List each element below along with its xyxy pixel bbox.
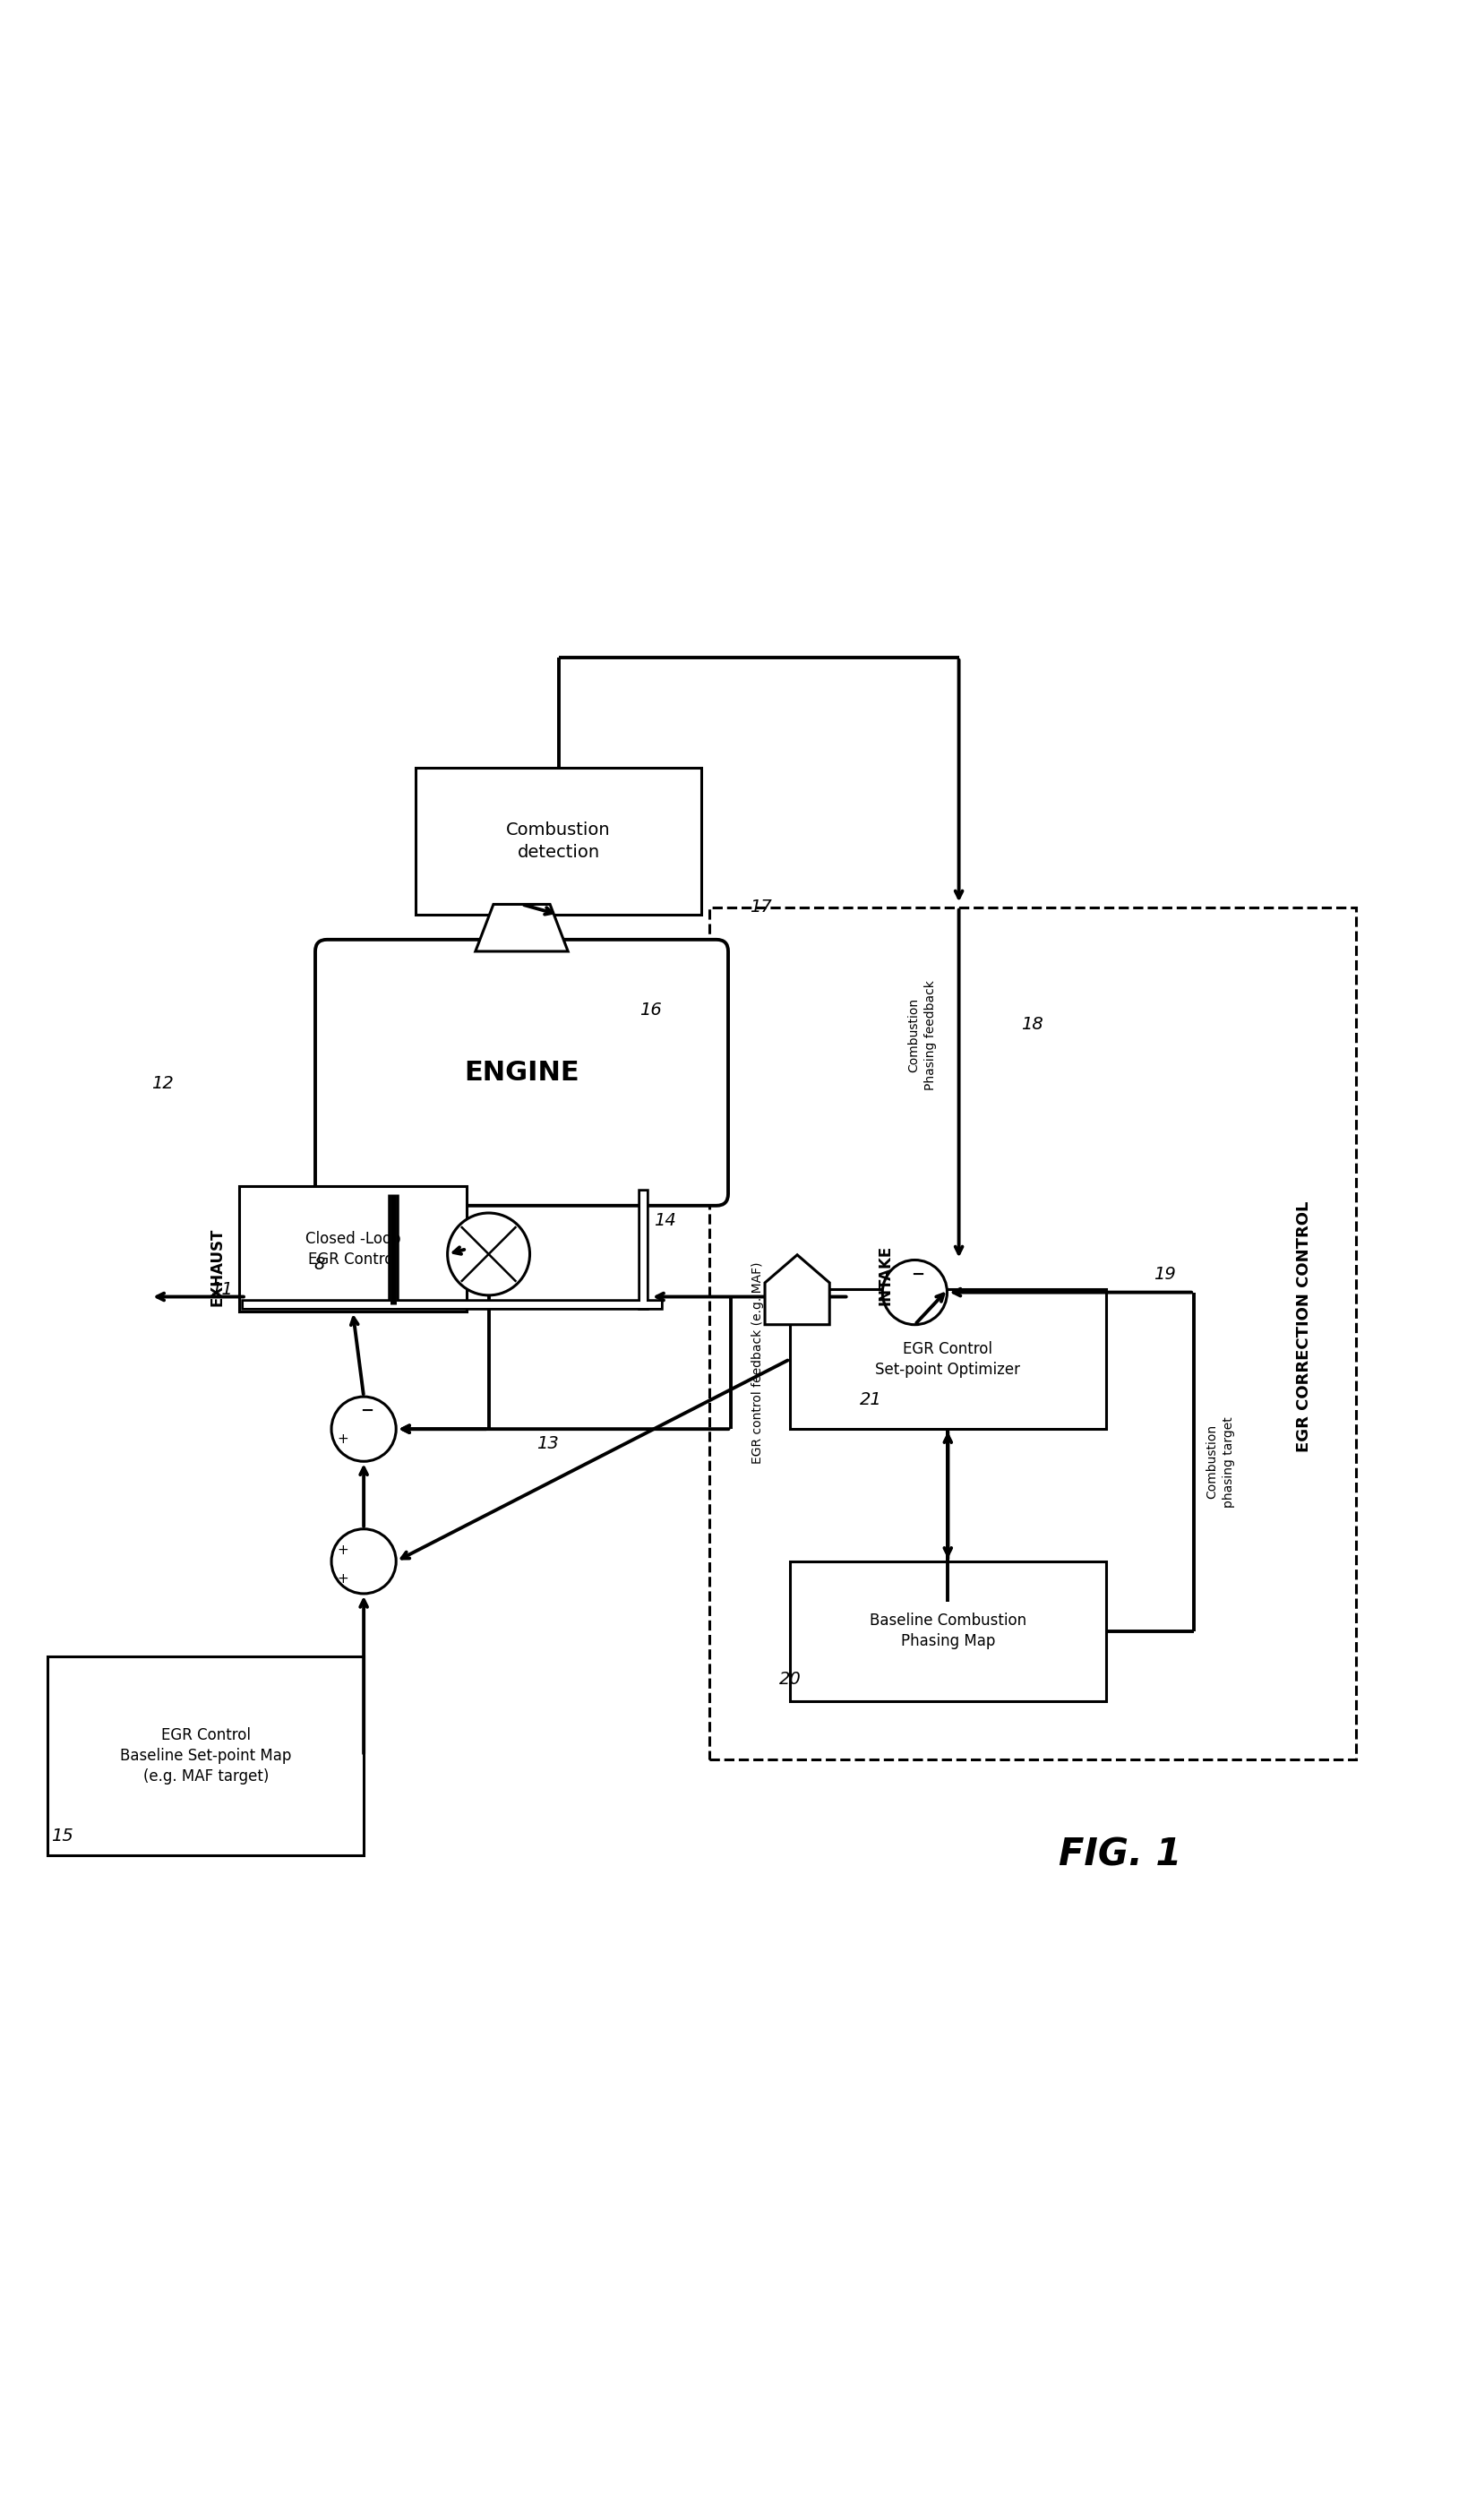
Text: 19: 19: [1153, 1265, 1175, 1283]
FancyBboxPatch shape: [790, 1290, 1106, 1429]
Text: 18: 18: [1020, 1016, 1042, 1033]
FancyBboxPatch shape: [790, 1562, 1106, 1701]
Text: −: −: [360, 1404, 373, 1419]
Text: 14: 14: [654, 1212, 676, 1230]
Text: 15: 15: [52, 1827, 74, 1845]
Text: EXHAUST: EXHAUST: [208, 1227, 224, 1305]
Text: INTAKE: INTAKE: [877, 1245, 893, 1305]
FancyBboxPatch shape: [415, 769, 701, 915]
Circle shape: [331, 1396, 396, 1462]
Circle shape: [331, 1530, 396, 1593]
Text: −: −: [911, 1268, 924, 1283]
Bar: [708, 907, 1355, 1759]
Text: ENGINE: ENGINE: [463, 1058, 579, 1086]
Circle shape: [883, 1260, 946, 1326]
Text: 20: 20: [778, 1671, 800, 1688]
Text: 11: 11: [210, 1280, 232, 1298]
Text: 12: 12: [151, 1076, 173, 1091]
Text: +: +: [337, 1542, 348, 1557]
Text: Combustion
Phasing feedback: Combustion Phasing feedback: [908, 980, 936, 1091]
Text: +: +: [337, 1572, 348, 1585]
Text: Baseline Combustion
Phasing Map: Baseline Combustion Phasing Map: [869, 1613, 1026, 1651]
Polygon shape: [765, 1255, 830, 1326]
Circle shape: [447, 1212, 530, 1295]
Text: 17: 17: [748, 900, 770, 915]
Text: Closed -Loop
EGR Control: Closed -Loop EGR Control: [304, 1230, 400, 1268]
FancyBboxPatch shape: [47, 1656, 363, 1855]
Text: +: +: [337, 1431, 348, 1446]
Polygon shape: [475, 905, 568, 953]
Text: 21: 21: [859, 1391, 881, 1409]
Text: EGR Control
Set-point Optimizer: EGR Control Set-point Optimizer: [875, 1341, 1020, 1378]
Text: FIG. 1: FIG. 1: [1058, 1837, 1181, 1875]
Text: Combustion
phasing target: Combustion phasing target: [1206, 1416, 1234, 1507]
Text: 13: 13: [536, 1436, 558, 1452]
Text: EGR CORRECTION CONTROL: EGR CORRECTION CONTROL: [1296, 1200, 1312, 1452]
Text: EGR control feedback (e.g. MAF): EGR control feedback (e.g. MAF): [751, 1263, 763, 1464]
Text: EGR Control
Baseline Set-point Map
(e.g. MAF target): EGR Control Baseline Set-point Map (e.g.…: [120, 1729, 291, 1784]
Text: Combustion
detection: Combustion detection: [506, 822, 610, 859]
Text: 16: 16: [639, 1000, 661, 1018]
FancyBboxPatch shape: [239, 1187, 466, 1310]
Text: 8: 8: [314, 1255, 325, 1273]
FancyBboxPatch shape: [314, 940, 728, 1205]
